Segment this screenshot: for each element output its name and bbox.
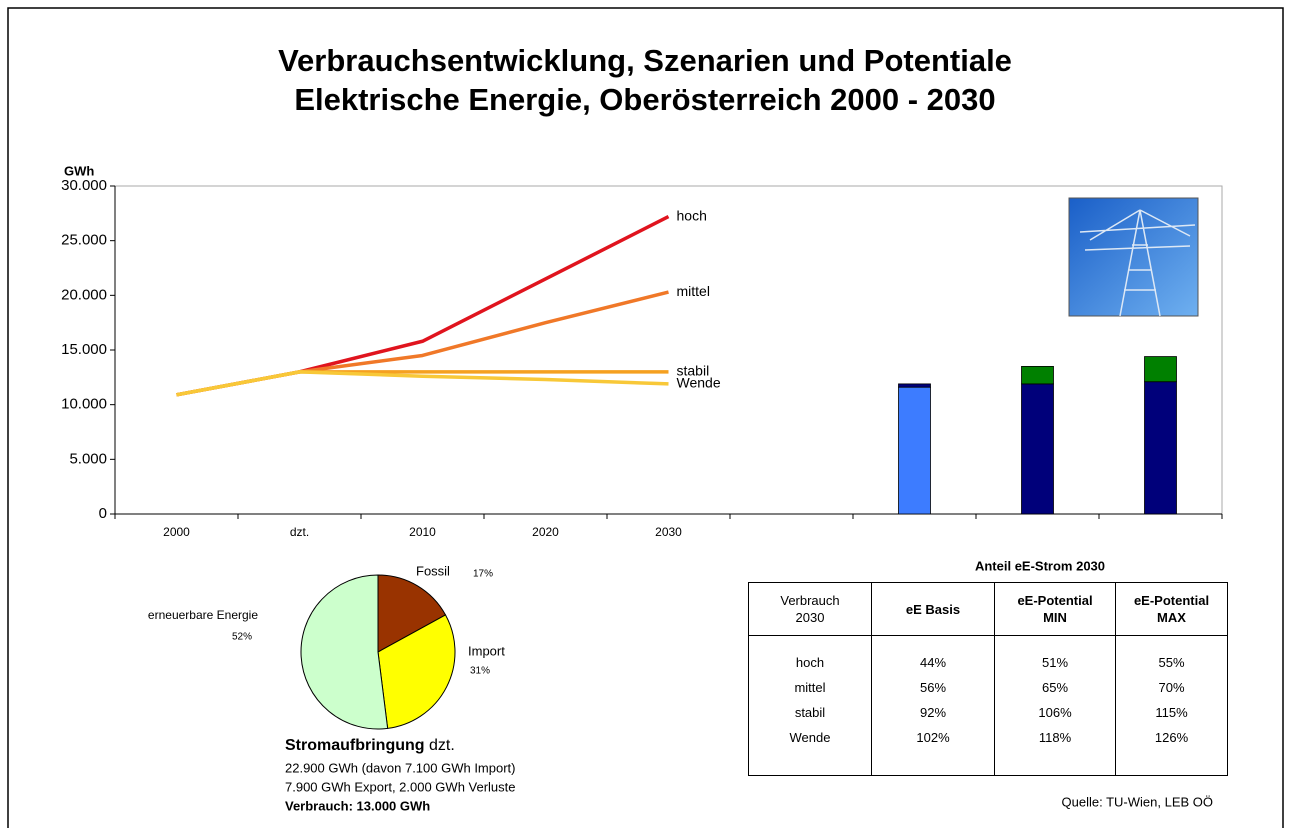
- table-cell-empty: [871, 750, 995, 776]
- table-cell: Wende: [789, 730, 831, 745]
- supply-line: 7.900 GWh Export, 2.000 GWh Verluste: [285, 779, 516, 794]
- header-cell: eE Basis: [871, 582, 995, 636]
- table-cell-empty: [749, 750, 872, 776]
- table-cell: 65%: [994, 675, 1116, 700]
- table-header: Verbrauch 2030 eE Basis eE-Potential MIN…: [748, 582, 1228, 636]
- source: Quelle: TU-Wien, LEB OÖ: [1062, 794, 1213, 809]
- table-cell: 56%: [871, 675, 995, 700]
- y-tick-label: 5.000: [69, 450, 107, 467]
- header-cell: Verbrauch 2030: [748, 582, 872, 636]
- supply-heading-suffix: dzt.: [429, 737, 455, 754]
- pie-value-label: 31%: [470, 666, 490, 677]
- series-label: mittel: [677, 283, 710, 299]
- pie-value-label: 52%: [232, 632, 252, 643]
- y-tick-label: 25.000: [61, 232, 107, 249]
- table-cell: mittel: [794, 680, 826, 695]
- table-cell-empty: [994, 750, 1116, 776]
- supply-heading: Stromaufbringung dzt.: [285, 737, 455, 754]
- bar-segment: [898, 383, 931, 388]
- bar-segment: [1021, 383, 1054, 515]
- table-cell: 92%: [871, 700, 995, 725]
- x-tick-label: 2030: [655, 525, 682, 539]
- table-row: Wende 102% 118% 126%: [749, 725, 1228, 750]
- table-cell: 55%: [1115, 635, 1228, 675]
- x-tick-label: 2000: [163, 525, 190, 539]
- bar-segment: [1021, 365, 1054, 385]
- plot-frame: [114, 185, 1223, 515]
- x-tick-label: 2020: [532, 525, 559, 539]
- table-cell-empty: [1115, 750, 1228, 776]
- pie-slice: [377, 574, 447, 653]
- table-cell: 44%: [871, 635, 995, 675]
- table-cell: 126%: [1115, 725, 1228, 750]
- photo: [1068, 197, 1199, 317]
- header-cell: eE-Potential MIN: [994, 582, 1116, 636]
- table-filler: [749, 750, 1228, 776]
- table-row: mittel 56% 65% 70%: [749, 675, 1228, 700]
- table-title: Anteil eE-Strom 2030: [975, 558, 1105, 573]
- supply-line: 22.900 GWh (davon 7.100 GWh Import): [285, 760, 516, 775]
- y-tick-label: 10.000: [61, 396, 107, 413]
- title: Verbrauchsentwicklung, Szenarien und Pot…: [278, 43, 1012, 78]
- table-body: hoch 44% 51% 55% mittel 56% 65% 70% stabil 92% 106…: [749, 635, 1228, 776]
- table-row: hoch 44% 51% 55%: [749, 635, 1228, 675]
- y-tick-label: 30.000: [61, 177, 107, 194]
- table-cell: 106%: [994, 700, 1116, 725]
- series-label: stabil: [677, 363, 710, 379]
- table-cell: 118%: [994, 725, 1116, 750]
- bar-segment: [1144, 356, 1177, 383]
- pie-slice: [377, 614, 456, 729]
- line-series: [176, 370, 669, 397]
- y-tick-label: 20.000: [61, 286, 107, 303]
- bar-segment: [898, 386, 931, 515]
- y-tick-label: 15.000: [61, 341, 107, 358]
- pie-label: Fossil: [416, 563, 450, 578]
- y-tick-label: 0: [99, 505, 107, 522]
- pie-label: Import: [468, 643, 505, 658]
- line-series: [176, 215, 670, 397]
- series-label: hoch: [677, 207, 707, 223]
- table-cell: 115%: [1115, 700, 1228, 725]
- y-axis-label: GWh: [64, 163, 94, 178]
- header-cell: eE-Potential MAX: [1115, 582, 1228, 636]
- x-tick-label: dzt.: [290, 525, 309, 539]
- pie-label: erneuerbare Energie: [148, 608, 258, 622]
- x-tick-label: 2010: [409, 525, 436, 539]
- table-cell: 102%: [871, 725, 995, 750]
- pie-value-label: 17%: [473, 569, 493, 580]
- supply-line: Verbrauch: 13.000 GWh: [285, 798, 430, 813]
- table-cell: stabil: [794, 705, 826, 720]
- bar-segment: [1144, 381, 1177, 515]
- supply-heading-main: Stromaufbringung: [285, 737, 425, 754]
- table-cell: 70%: [1115, 675, 1228, 700]
- slide-frame: [7, 7, 1284, 828]
- title: Elektrische Energie, Oberösterreich 2000…: [294, 82, 995, 117]
- table-cell: hoch: [795, 655, 825, 670]
- table-row: stabil 92% 106% 115%: [749, 700, 1228, 725]
- share-table: Verbrauch 2030 eE Basis eE-Potential MIN…: [748, 582, 1228, 776]
- table-cell: 51%: [994, 635, 1116, 675]
- pie-slice: [300, 574, 389, 730]
- series-label: Wende: [677, 375, 721, 391]
